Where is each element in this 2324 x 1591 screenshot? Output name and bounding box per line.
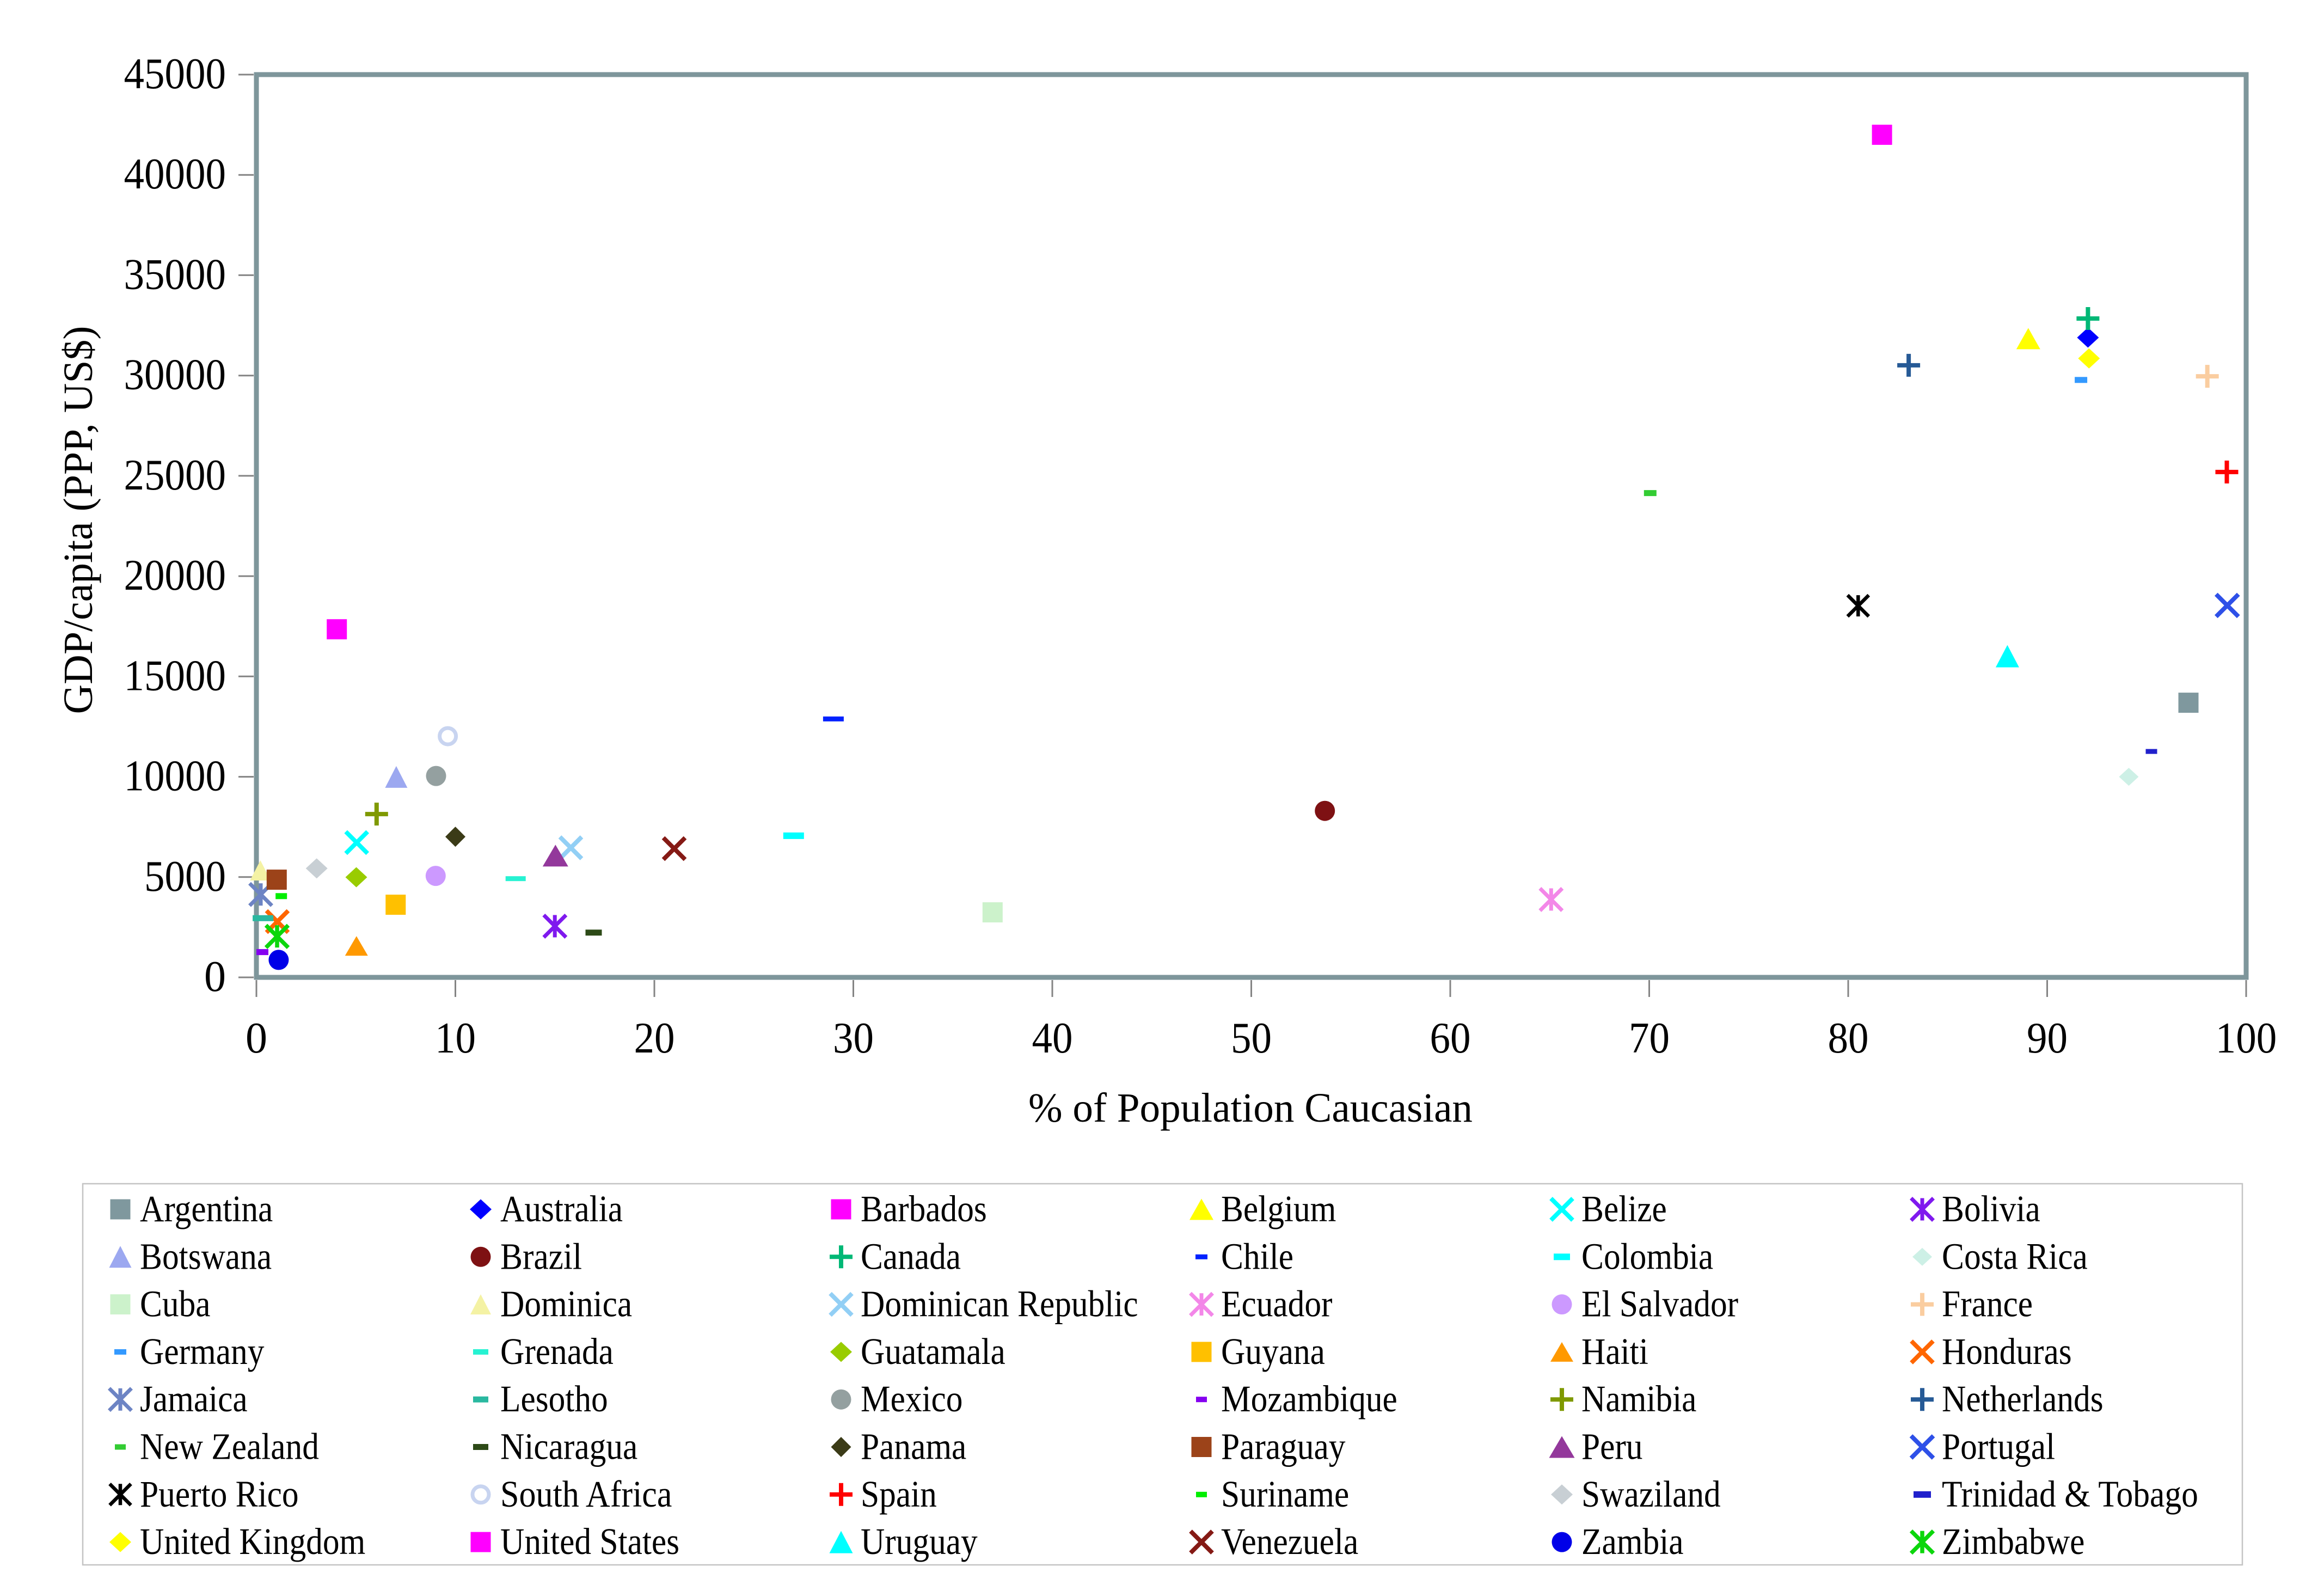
svg-text:El Salvador: El Salvador bbox=[1581, 1283, 1738, 1325]
svg-text:0: 0 bbox=[204, 953, 226, 1001]
svg-text:Colombia: Colombia bbox=[1581, 1235, 1713, 1277]
svg-text:Haiti: Haiti bbox=[1581, 1331, 1648, 1372]
svg-text:Zambia: Zambia bbox=[1581, 1521, 1684, 1562]
svg-text:Guatamala: Guatamala bbox=[861, 1331, 1005, 1372]
svg-text:30000: 30000 bbox=[124, 351, 226, 399]
svg-text:Belgium: Belgium bbox=[1221, 1188, 1336, 1229]
svg-text:15000: 15000 bbox=[124, 652, 226, 700]
svg-text:Venezuela: Venezuela bbox=[1221, 1521, 1358, 1562]
svg-text:Dominica: Dominica bbox=[500, 1283, 632, 1325]
svg-text:Botswana: Botswana bbox=[140, 1235, 272, 1277]
svg-text:Brazil: Brazil bbox=[500, 1235, 582, 1277]
svg-text:South Africa: South Africa bbox=[500, 1473, 672, 1515]
svg-text:40000: 40000 bbox=[124, 150, 226, 198]
svg-text:20: 20 bbox=[634, 1014, 675, 1062]
svg-text:Panama: Panama bbox=[861, 1426, 966, 1467]
svg-text:Suriname: Suriname bbox=[1221, 1473, 1349, 1515]
svg-text:45000: 45000 bbox=[124, 50, 226, 98]
svg-text:Grenada: Grenada bbox=[500, 1331, 614, 1372]
svg-text:40: 40 bbox=[1032, 1014, 1073, 1062]
svg-text:Argentina: Argentina bbox=[140, 1188, 273, 1229]
svg-text:Trinidad & Tobago: Trinidad & Tobago bbox=[1942, 1473, 2198, 1515]
svg-text:GDP/capita (PPP, US$): GDP/capita (PPP, US$) bbox=[56, 326, 101, 714]
svg-text:United States: United States bbox=[500, 1521, 679, 1562]
svg-text:France: France bbox=[1942, 1283, 2033, 1325]
svg-text:70: 70 bbox=[1629, 1014, 1670, 1062]
svg-text:35000: 35000 bbox=[124, 250, 226, 298]
svg-text:Germany: Germany bbox=[140, 1331, 265, 1372]
svg-text:60: 60 bbox=[1430, 1014, 1471, 1062]
svg-text:5000: 5000 bbox=[144, 853, 226, 901]
svg-text:Nicaragua: Nicaragua bbox=[500, 1426, 637, 1467]
svg-text:Mexico: Mexico bbox=[861, 1378, 963, 1419]
svg-text:Barbados: Barbados bbox=[861, 1188, 987, 1229]
svg-text:90: 90 bbox=[2027, 1014, 2068, 1062]
svg-text:Jamaica: Jamaica bbox=[140, 1378, 248, 1419]
svg-text:Mozambique: Mozambique bbox=[1221, 1378, 1397, 1419]
svg-text:Belize: Belize bbox=[1581, 1188, 1667, 1229]
svg-text:Australia: Australia bbox=[500, 1188, 623, 1229]
svg-text:10000: 10000 bbox=[124, 752, 226, 800]
svg-text:80: 80 bbox=[1828, 1014, 1869, 1062]
svg-text:Namibia: Namibia bbox=[1581, 1378, 1696, 1419]
svg-text:New Zealand: New Zealand bbox=[140, 1426, 319, 1467]
svg-text:0: 0 bbox=[246, 1014, 267, 1062]
svg-text:United Kingdom: United Kingdom bbox=[140, 1521, 365, 1562]
svg-text:Spain: Spain bbox=[861, 1473, 937, 1515]
svg-text:Dominican Republic: Dominican Republic bbox=[861, 1283, 1138, 1325]
svg-text:Puerto Rico: Puerto Rico bbox=[140, 1473, 299, 1515]
svg-text:Costa Rica: Costa Rica bbox=[1942, 1235, 2088, 1277]
svg-text:Ecuador: Ecuador bbox=[1221, 1283, 1333, 1325]
svg-text:Uruguay: Uruguay bbox=[861, 1521, 978, 1562]
svg-text:50: 50 bbox=[1231, 1014, 1272, 1062]
svg-text:25000: 25000 bbox=[124, 451, 226, 499]
svg-text:100: 100 bbox=[2216, 1014, 2277, 1062]
svg-text:Guyana: Guyana bbox=[1221, 1331, 1325, 1372]
svg-text:Paraguay: Paraguay bbox=[1221, 1426, 1346, 1467]
svg-text:Lesotho: Lesotho bbox=[500, 1378, 608, 1419]
svg-text:Honduras: Honduras bbox=[1942, 1331, 2072, 1372]
svg-text:% of Population Caucasian: % of Population Caucasian bbox=[1028, 1085, 1473, 1131]
svg-text:10: 10 bbox=[435, 1014, 476, 1062]
svg-text:Cuba: Cuba bbox=[140, 1283, 211, 1325]
svg-text:Swaziland: Swaziland bbox=[1581, 1473, 1721, 1515]
svg-text:30: 30 bbox=[833, 1014, 874, 1062]
svg-text:Netherlands: Netherlands bbox=[1942, 1378, 2104, 1419]
svg-text:Canada: Canada bbox=[861, 1235, 961, 1277]
svg-text:Chile: Chile bbox=[1221, 1235, 1293, 1277]
svg-text:Zimbabwe: Zimbabwe bbox=[1942, 1521, 2084, 1562]
svg-text:Bolivia: Bolivia bbox=[1942, 1188, 2040, 1229]
svg-text:Peru: Peru bbox=[1581, 1426, 1643, 1467]
svg-text:20000: 20000 bbox=[124, 552, 226, 599]
svg-text:Portugal: Portugal bbox=[1942, 1426, 2055, 1467]
